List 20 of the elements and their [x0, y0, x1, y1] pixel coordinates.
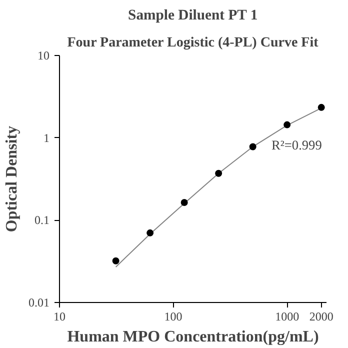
x-tick-label: 1000 [275, 310, 300, 324]
x-tick-label: 2000 [309, 310, 334, 324]
y-axis-title: Optical Density [4, 126, 20, 232]
y-tick-label: 0.1 [34, 213, 50, 228]
x-tick-label: 10 [54, 310, 66, 324]
point [318, 104, 325, 111]
point [112, 257, 120, 264]
y-tick-label: 1 [44, 130, 50, 145]
x-tick-label: 100 [164, 310, 182, 324]
point [146, 229, 154, 236]
y-tick-label: 10 [38, 48, 50, 62]
annotation: R²=0.999 [272, 138, 322, 152]
chart-title: Sample Diluent PT 1 [128, 8, 258, 24]
point [215, 170, 222, 177]
point [180, 198, 188, 206]
point [284, 121, 291, 128]
point [249, 143, 256, 150]
y-tick-label: 0.01 [28, 296, 50, 310]
x-axis-title: Human MPO Concentration(pg/mL) [67, 328, 319, 346]
chart-subtitle: Four Parameter Logistic (4-PL) Curve Fit [67, 36, 319, 50]
